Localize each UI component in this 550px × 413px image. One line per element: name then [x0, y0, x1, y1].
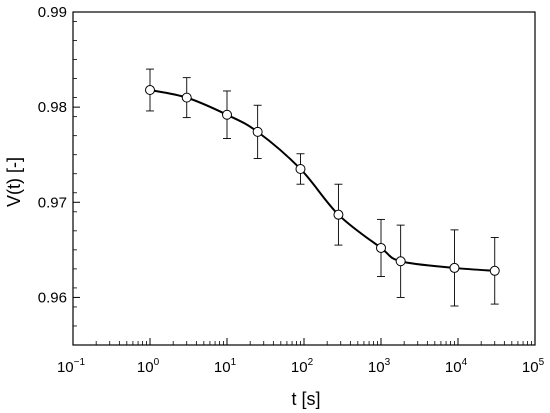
plot-frame — [72, 11, 536, 346]
x-tick-label: 100 — [137, 357, 160, 376]
y-tick-label: 0.96 — [38, 289, 67, 306]
data-point — [376, 242, 386, 253]
data-point — [449, 262, 460, 273]
x-tick-label: 101 — [214, 357, 237, 376]
x-tick-label: 105 — [522, 357, 545, 376]
x-tick-label: 10−1 — [57, 357, 86, 376]
x-tick-label: 104 — [445, 357, 468, 376]
data-point — [489, 265, 500, 276]
x-tick-label: 103 — [368, 357, 391, 376]
data-point — [333, 209, 344, 220]
data-point — [181, 92, 192, 103]
data-point — [295, 163, 306, 174]
y-tick-label: 0.98 — [38, 99, 67, 116]
y-tick-label: 0.99 — [38, 4, 67, 21]
x-axis-label: t [s] — [291, 389, 320, 409]
series-line — [149, 89, 495, 272]
plot-area: 0.96 0.97 0.98 0.99 10−1 100 101 102 103 104 105 — [38, 4, 545, 376]
data-point — [252, 126, 263, 137]
data-point — [222, 109, 232, 120]
y-axis-label: V(t) [-] — [4, 157, 24, 207]
data-point — [145, 85, 155, 96]
y-tick-label: 0.97 — [38, 194, 67, 211]
x-tick-label: 102 — [291, 357, 314, 376]
data-point — [395, 256, 406, 267]
